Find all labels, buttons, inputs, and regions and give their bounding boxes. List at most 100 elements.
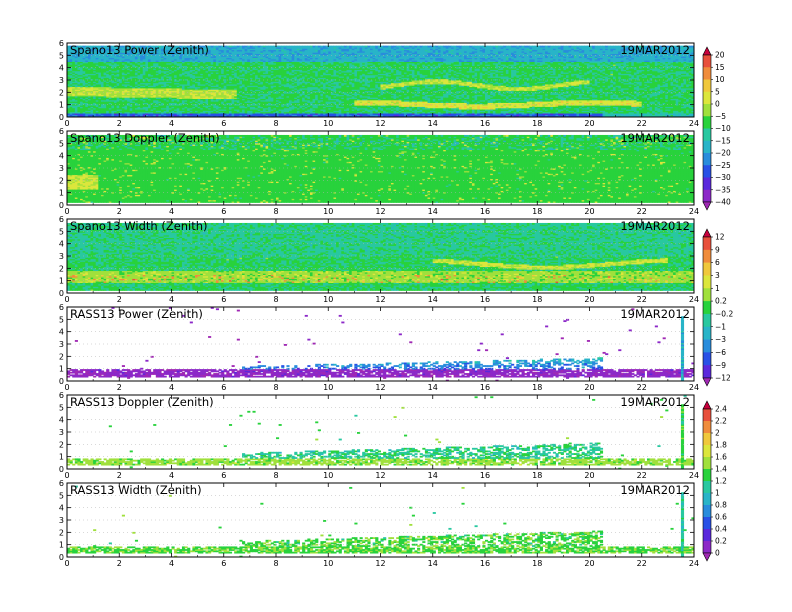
heatmap-cell (95, 90, 99, 93)
heatmap-cell (108, 87, 112, 90)
heatmap-cell (74, 45, 78, 48)
heatmap-cell (87, 99, 92, 102)
heatmap-cell (134, 93, 139, 96)
heatmap-cell (103, 78, 107, 81)
heatmap-cell (93, 111, 97, 114)
heatmap-cell (98, 52, 102, 55)
heatmap-cell (72, 111, 76, 114)
heatmap-cell (90, 87, 94, 90)
heatmap-cell (95, 64, 99, 66)
heatmap-cell (82, 57, 86, 60)
heatmap-cell (127, 111, 131, 114)
heatmap-cell (140, 72, 144, 74)
heatmap-cell (119, 58, 123, 61)
heatmap-cell (132, 93, 136, 96)
heatmap-cell (111, 113, 115, 115)
heatmap-cell (85, 110, 89, 113)
heatmap-cell (67, 107, 71, 110)
heatmap-cell (134, 76, 139, 78)
heatmap-cell (140, 89, 144, 92)
heatmap-cell (80, 53, 84, 56)
heatmap-cell (72, 52, 76, 55)
heatmap-cell (93, 105, 97, 107)
heatmap-cell (93, 113, 97, 115)
heatmap-cell (119, 62, 123, 65)
heatmap-cell (80, 76, 84, 78)
heatmap-cell (129, 46, 133, 49)
heatmap-cell (108, 102, 112, 105)
heatmap-cell (87, 65, 92, 68)
heatmap-cell (116, 73, 120, 76)
heatmap-cell (124, 56, 128, 59)
heatmap-cell (127, 58, 131, 61)
heatmap-cell (72, 90, 76, 93)
heatmap-cell (137, 57, 141, 60)
heatmap-cell (140, 60, 144, 62)
heatmap-cell (132, 68, 136, 70)
heatmap-cell (134, 101, 139, 103)
heatmap-cell (67, 60, 71, 62)
heatmap-cell (90, 82, 94, 85)
heatmap-cell (90, 89, 94, 92)
heatmap-cell (67, 73, 71, 76)
heatmap-cell (137, 78, 141, 81)
heatmap-cell (82, 97, 86, 99)
heatmap-cell (82, 106, 86, 109)
heatmap-cell (82, 68, 86, 70)
heatmap-cell (85, 83, 89, 86)
heatmap-cell (85, 66, 89, 69)
heatmap-cell (134, 80, 139, 82)
heatmap-cell (72, 45, 76, 48)
heatmap-cell (85, 90, 89, 93)
heatmap-cell (137, 89, 141, 92)
heatmap-cell (77, 83, 81, 86)
heatmap-cell (82, 48, 86, 51)
heatmap-cell (134, 58, 139, 61)
heatmap-cell (121, 97, 125, 99)
heatmap-cell (142, 103, 146, 106)
heatmap-cell (93, 53, 97, 56)
heatmap-cell (116, 87, 120, 90)
heatmap-cell (129, 85, 133, 88)
heatmap-cell (95, 93, 99, 96)
heatmap-cell (140, 61, 144, 64)
heatmap-cell (111, 111, 115, 114)
heatmap-cell (108, 69, 112, 72)
heatmap-cell (111, 52, 115, 55)
heatmap-cell (72, 54, 76, 57)
heatmap-cell (111, 98, 115, 101)
heatmap-cell (90, 53, 94, 56)
heatmap-cell (69, 82, 73, 85)
heatmap-cell (87, 90, 92, 93)
heatmap-cell (106, 62, 110, 65)
heatmap-cell (82, 65, 86, 68)
heatmap-cell (69, 85, 73, 88)
heatmap-cell (103, 83, 107, 86)
heatmap-cell (111, 45, 115, 48)
heatmap-cell (114, 113, 118, 115)
heatmap-cell (85, 87, 89, 90)
heatmap-cell (111, 86, 115, 89)
heatmap-cell (119, 57, 123, 60)
heatmap-cell (87, 107, 92, 110)
heatmap-cell (137, 107, 141, 110)
heatmap-cell (132, 94, 136, 97)
heatmap-cell (108, 54, 112, 57)
heatmap-cell (108, 49, 112, 52)
heatmap-cell (69, 109, 73, 111)
heatmap-cell (77, 45, 81, 48)
heatmap-cell (108, 60, 112, 62)
heatmap-cell (134, 74, 139, 77)
heatmap-cell (140, 107, 144, 110)
heatmap-cell (111, 50, 115, 53)
heatmap-cell (95, 53, 99, 56)
heatmap-cell (80, 66, 84, 69)
heatmap-cell (100, 91, 105, 94)
heatmap-cell (108, 105, 112, 107)
heatmap-cell (72, 85, 76, 88)
heatmap-cell (80, 95, 84, 98)
heatmap-cell (72, 89, 76, 92)
heatmap-cell (93, 90, 97, 93)
heatmap-cell (93, 107, 97, 110)
heatmap-cell (67, 98, 71, 101)
